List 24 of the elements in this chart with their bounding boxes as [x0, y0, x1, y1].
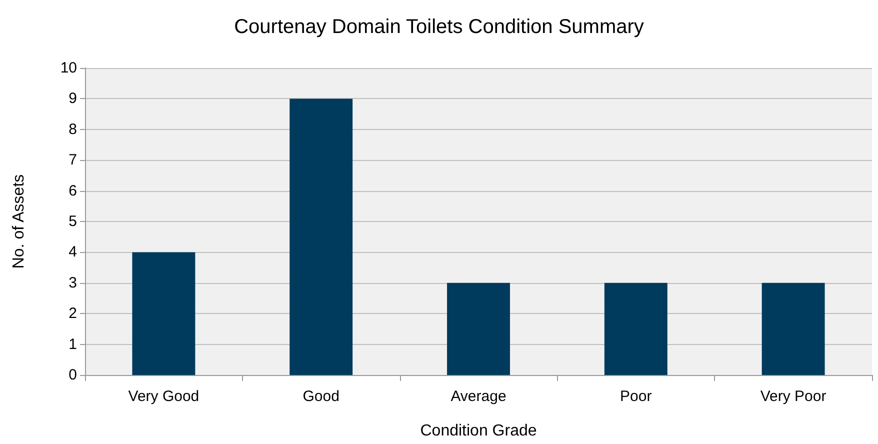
bar: [132, 252, 196, 375]
x-tick-label: Good: [302, 388, 340, 405]
bar: [447, 282, 510, 375]
y-tick-label: 3: [68, 274, 77, 292]
y-tick-label: 4: [68, 244, 77, 261]
y-tick-label: 7: [68, 152, 77, 169]
bar: [604, 282, 668, 375]
y-tick-label: 5: [68, 213, 77, 230]
bar: [290, 98, 353, 375]
x-tick-label: Average: [450, 388, 506, 405]
y-tick-label: 2: [68, 305, 77, 322]
y-tick-label: 9: [68, 90, 77, 108]
y-tick-label: 0: [68, 366, 77, 384]
x-tick-label: Very Good: [128, 388, 200, 405]
x-axis-title: Condition Grade: [420, 422, 537, 440]
x-tick-label: Very Poor: [760, 388, 826, 405]
x-tick-label: Poor: [620, 388, 652, 405]
y-tick-label: 1: [68, 336, 77, 353]
y-tick-label: 10: [60, 60, 77, 76]
chart-title: Courtenay Domain Toilets Condition Summary: [234, 16, 644, 38]
y-tick-label: 6: [68, 182, 77, 200]
bar: [762, 282, 825, 375]
y-axis-title: No. of Assets: [10, 174, 28, 269]
y-tick-label: 8: [68, 120, 77, 138]
